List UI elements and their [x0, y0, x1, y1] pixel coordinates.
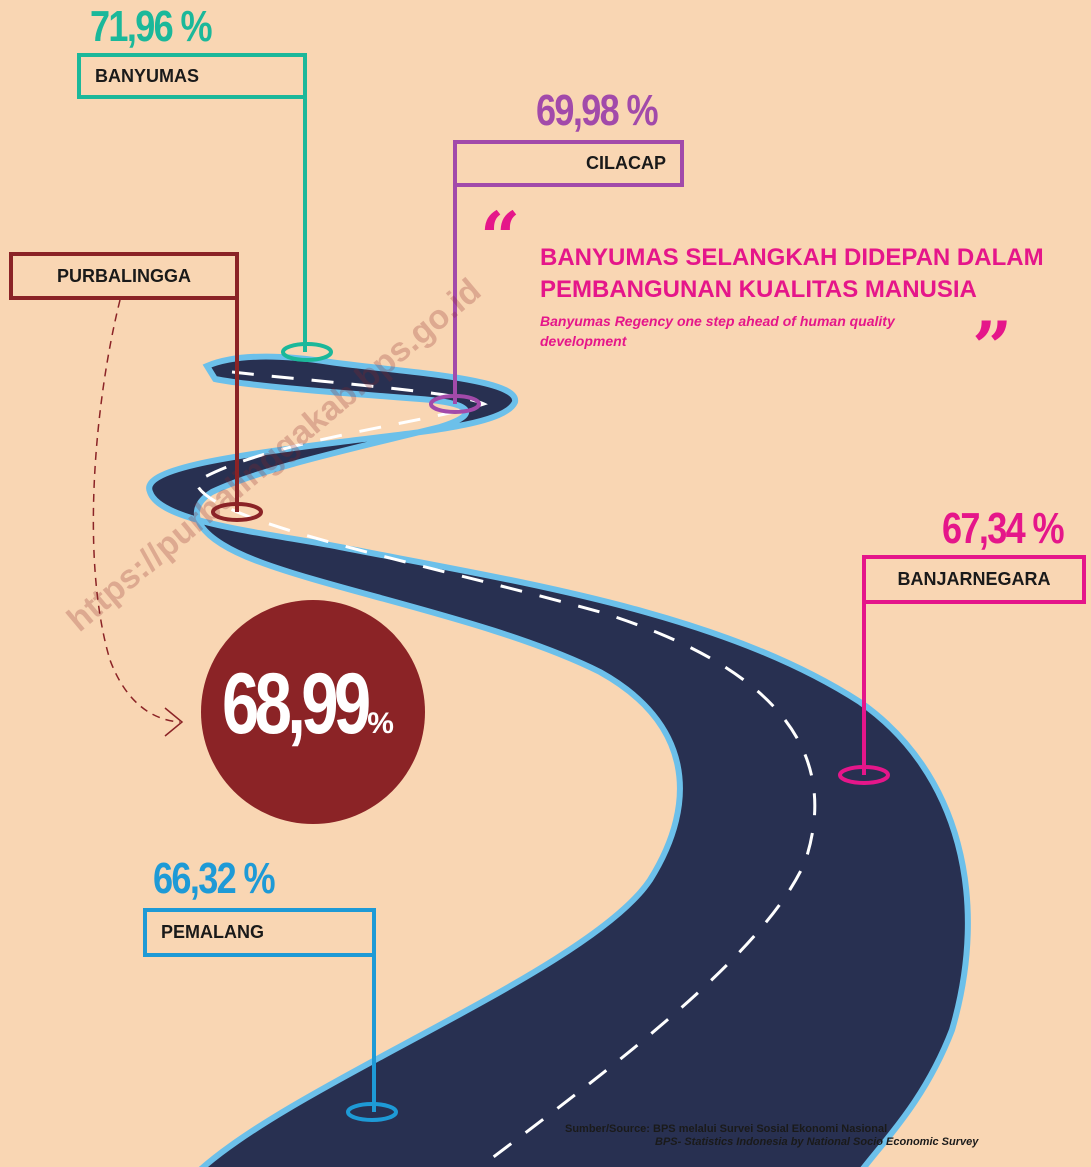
infographic: https://purbalinggakab.bps.go.id 71,96 %… — [0, 0, 1091, 1167]
quote-title: PEMBANGUNAN KUALITAS MANUSIA — [540, 276, 977, 304]
highlight-number: 68,99 — [222, 655, 366, 754]
source: BPS- Statistics Indonesia by National So… — [655, 1136, 978, 1148]
quote-subtitle: development — [540, 333, 626, 349]
highlight-unit: % — [367, 707, 394, 740]
region-value: 71,96 % — [90, 2, 211, 52]
region-label: CILACAP — [453, 140, 684, 187]
region-value: 66,32 % — [153, 854, 274, 904]
region-label: PURBALINGGA — [9, 252, 239, 300]
quote-open: “ — [480, 196, 520, 279]
quote-close: ” — [972, 306, 1012, 389]
quote-subtitle: Banyumas Regency one step ahead of human… — [540, 313, 895, 329]
region-label: BANJARNEGARA — [862, 555, 1086, 604]
region-label: PEMALANG — [143, 908, 376, 957]
quote-title: BANYUMAS SELANGKAH DIDEPAN DALAM — [540, 244, 1044, 272]
region-label: BANYUMAS — [77, 53, 307, 99]
source: Sumber/Source: BPS melalui Survei Sosial… — [565, 1123, 887, 1135]
highlight-value: 68,99% — [222, 655, 394, 754]
region-value: 67,34 % — [942, 504, 1063, 554]
region-value: 69,98 % — [536, 86, 657, 136]
